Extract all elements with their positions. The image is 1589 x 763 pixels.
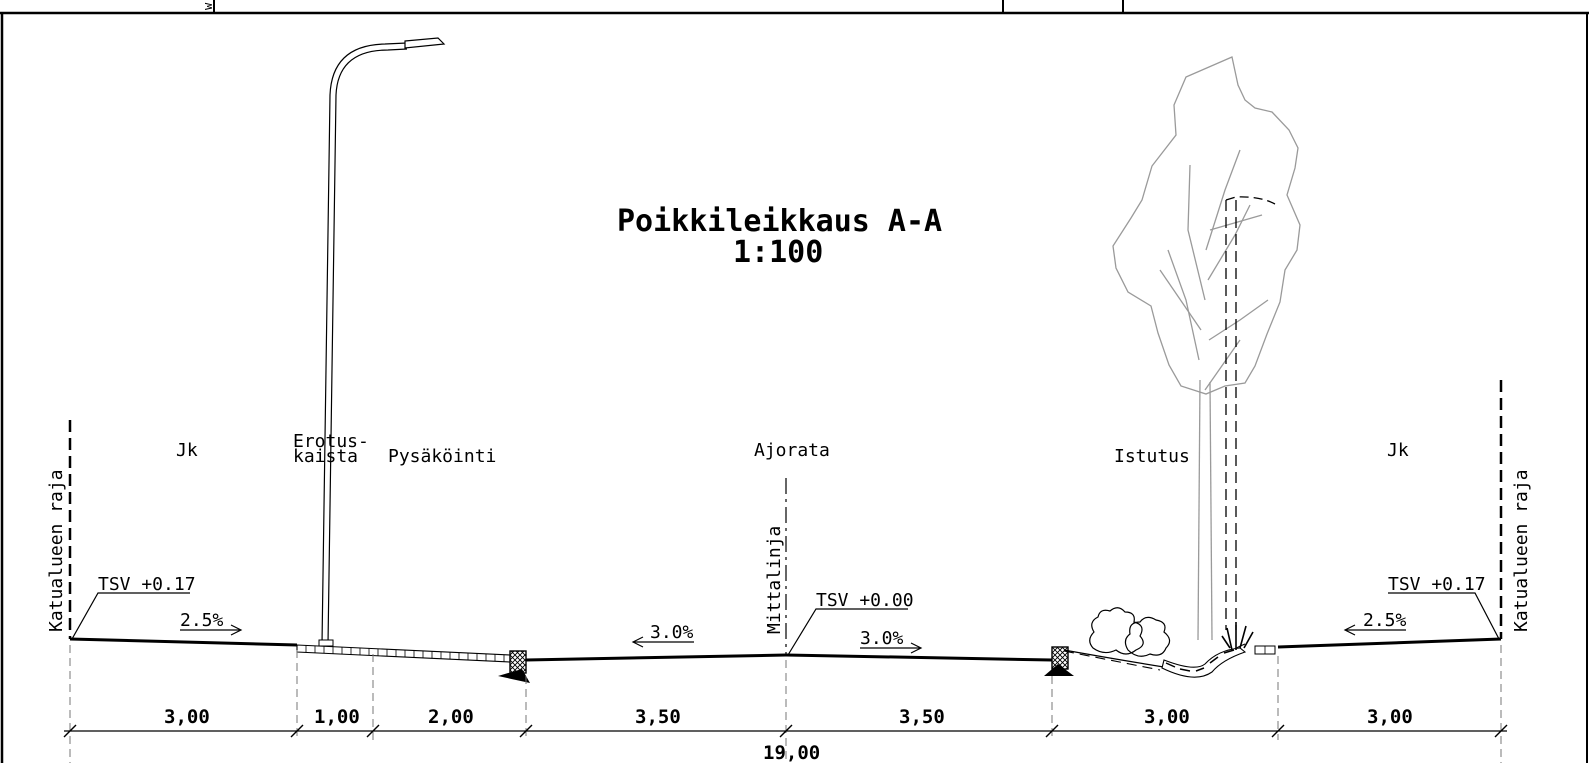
tree-outline (1112, 56, 1301, 641)
shrub (1089, 607, 1254, 657)
slope-label-road-left: 3.0% (650, 622, 694, 643)
zone-label-istutus: Istutus (1114, 446, 1190, 467)
slope-label-left: 2.5% (180, 610, 224, 631)
total-width-value: 19,00 (763, 742, 820, 763)
zone-label-erotuskaista-2: kaista (293, 446, 358, 467)
ground-profile (69, 637, 1502, 678)
zone-label-jk-left: Jk (176, 440, 198, 461)
level-label-center: TSV +0.00 (816, 590, 914, 611)
slope-label-road-right: 3.0% (860, 628, 904, 649)
drawing-title: Poikkileikkaus A-A (617, 204, 942, 239)
zone-label-pysakointi: Pysäköinti (388, 446, 496, 467)
level-marker-right: TSV +0.17 (1388, 574, 1500, 640)
street-lamp (318, 37, 446, 647)
dimension-value: 3,00 (1144, 706, 1190, 728)
level-label-right: TSV +0.17 (1388, 574, 1486, 595)
level-marker-left: TSV +0.17 (71, 574, 196, 640)
slope-right: 2.5% (1343, 610, 1407, 636)
utility-pole-dashed (1225, 196, 1276, 630)
dimension-value: 2,00 (428, 706, 474, 728)
paving-strip (296, 644, 511, 663)
dimension-extension-lines (69, 645, 1502, 763)
svg-text:w: w (201, 2, 215, 10)
zone-label-erotuskaista-1: Erotus- (293, 431, 369, 452)
curb-left (498, 650, 530, 683)
dimension-value: 3,50 (635, 706, 681, 728)
slope-road-left: 3.0% (631, 622, 694, 648)
drawing-scale: 1:100 (733, 235, 823, 270)
boundary-label-left: Katualueen raja (46, 469, 67, 632)
dimension-value: 1,00 (314, 706, 360, 728)
level-marker-center: TSV +0.00 (787, 590, 914, 656)
slope-label-right: 2.5% (1363, 610, 1407, 631)
dimension-line (63, 724, 1508, 738)
dimension-value: 3,00 (1367, 706, 1413, 728)
curb-right (1044, 646, 1074, 676)
slope-left: 2.5% (180, 610, 243, 636)
centerline-label: Mittalinja (764, 526, 785, 634)
slope-road-right: 3.0% (860, 628, 923, 654)
level-label-left: TSV +0.17 (98, 574, 196, 595)
zone-label-ajorata: Ajorata (754, 440, 830, 461)
dimension-value: 3,00 (164, 706, 210, 728)
zone-label-jk-right: Jk (1387, 440, 1409, 461)
boundary-label-right: Katualueen raja (1511, 469, 1532, 632)
dimension-value: 3,50 (899, 706, 945, 728)
